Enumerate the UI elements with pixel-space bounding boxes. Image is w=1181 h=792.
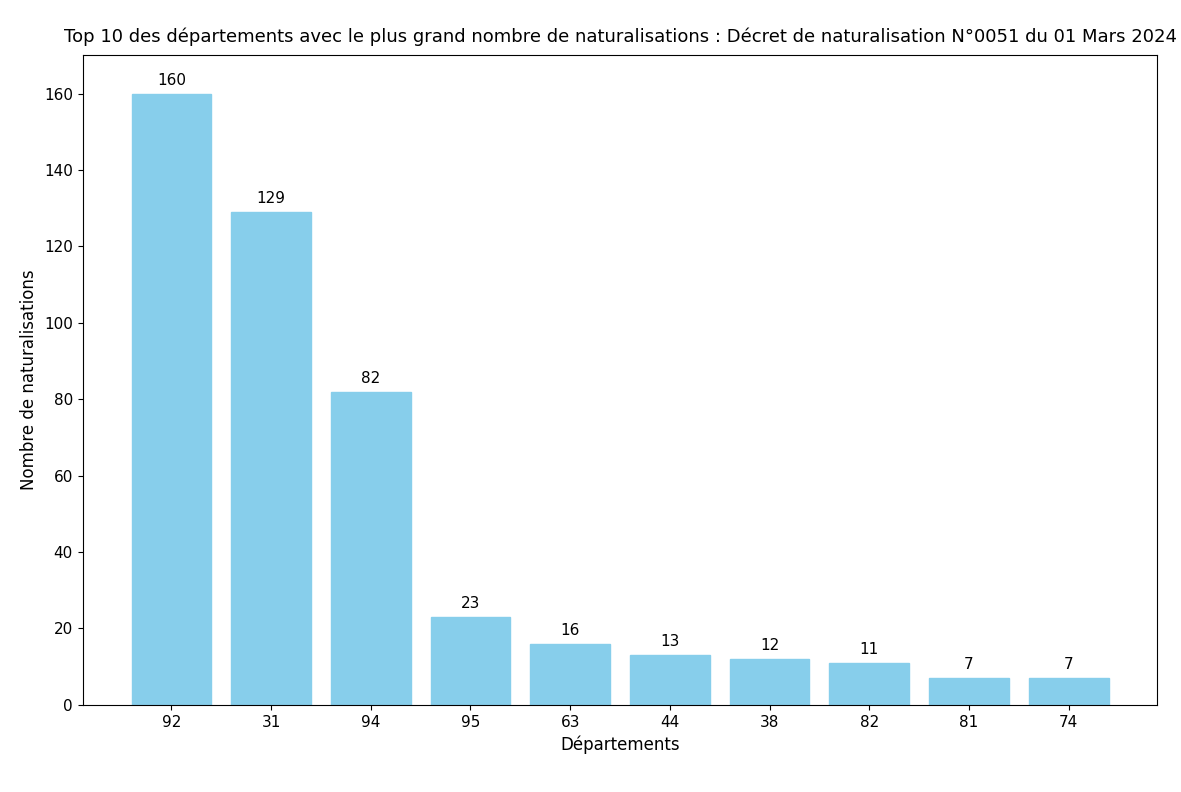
Bar xyxy=(829,663,909,705)
Text: 11: 11 xyxy=(860,642,879,657)
Bar xyxy=(629,655,710,705)
Bar xyxy=(530,644,611,705)
Text: 13: 13 xyxy=(660,634,679,649)
Text: 160: 160 xyxy=(157,73,185,88)
Bar xyxy=(929,678,1009,705)
Bar xyxy=(431,617,510,705)
Bar xyxy=(231,212,311,705)
Text: 16: 16 xyxy=(561,623,580,638)
Bar xyxy=(131,93,211,705)
Bar xyxy=(1029,678,1109,705)
Text: 129: 129 xyxy=(256,192,286,207)
Text: 23: 23 xyxy=(461,596,481,611)
Bar xyxy=(730,659,809,705)
Text: 82: 82 xyxy=(361,371,380,386)
X-axis label: Départements: Départements xyxy=(560,735,680,754)
Title: Top 10 des départements avec le plus grand nombre de naturalisations : Décret de: Top 10 des départements avec le plus gra… xyxy=(64,27,1176,46)
Text: 12: 12 xyxy=(759,638,779,653)
Y-axis label: Nombre de naturalisations: Nombre de naturalisations xyxy=(20,270,39,490)
Text: 7: 7 xyxy=(964,657,974,672)
Bar xyxy=(331,391,411,705)
Text: 7: 7 xyxy=(1064,657,1074,672)
